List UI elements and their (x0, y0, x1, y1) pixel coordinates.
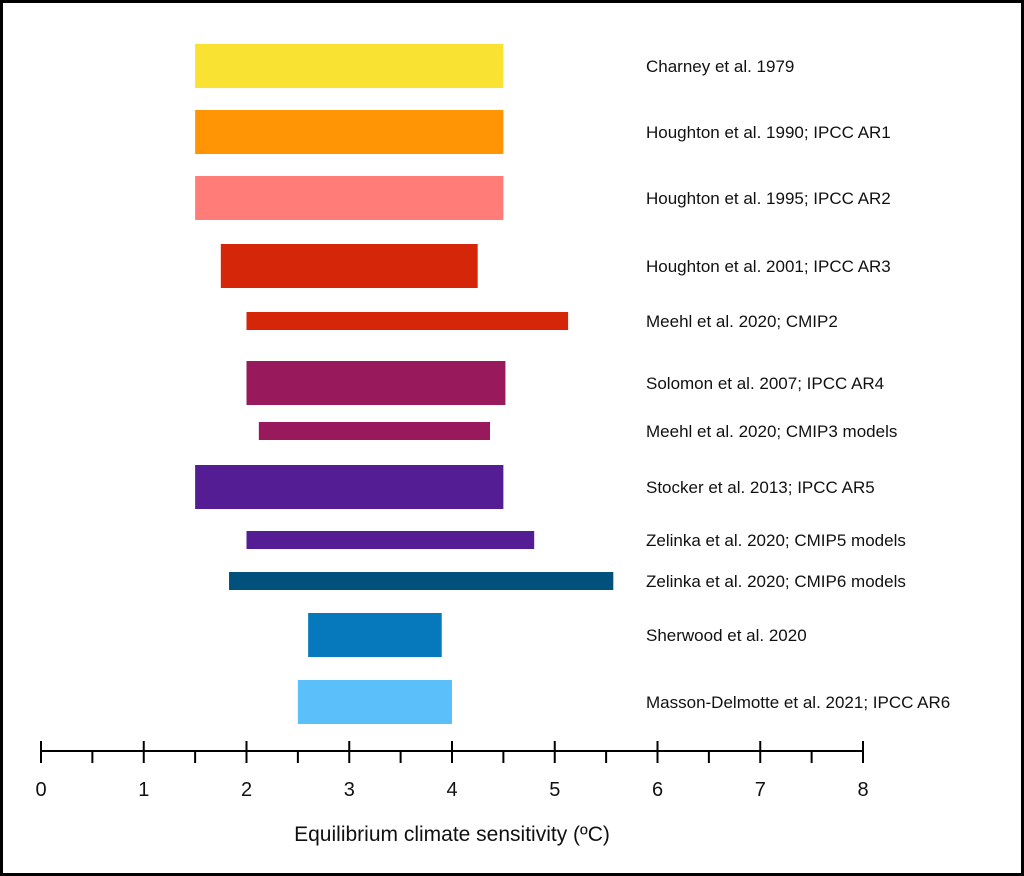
range-bar (195, 176, 504, 220)
study-label: Sherwood et al. 2020 (646, 626, 807, 645)
range-bar (258, 422, 491, 440)
range-bar (246, 361, 506, 405)
study-label: Stocker et al. 2013; IPCC AR5 (646, 478, 875, 497)
study-label: Meehl et al. 2020; CMIP3 models (646, 422, 897, 441)
study-label: Meehl et al. 2020; CMIP2 (646, 312, 838, 331)
x-tick-label: 2 (241, 779, 252, 801)
x-tick-label: 7 (755, 779, 766, 801)
study-label: Masson-Delmotte et al. 2021; IPCC AR6 (646, 693, 950, 712)
ecs-range-chart: Charney et al. 1979 Houghton et al. 1990;… (35, 44, 950, 846)
range-bar (195, 465, 504, 509)
x-axis-title: Equilibrium climate sensitivity (ºC) (294, 823, 610, 846)
x-tick-label: 3 (344, 779, 355, 801)
x-tick-label: 5 (549, 779, 560, 801)
study-label: Zelinka et al. 2020; CMIP5 models (646, 531, 906, 550)
x-tick-label: 0 (35, 779, 46, 801)
range-bar (297, 680, 452, 724)
study-label: Houghton et al. 1990; IPCC AR1 (646, 123, 891, 142)
range-bar (246, 312, 569, 330)
x-tick-label: 4 (446, 779, 457, 801)
range-bar (229, 572, 614, 590)
study-label: Houghton et al. 1995; IPCC AR2 (646, 189, 891, 208)
range-bar (195, 44, 504, 88)
x-tick-label: 6 (652, 779, 663, 801)
range-bar (246, 531, 535, 549)
range-bar (220, 244, 478, 288)
x-tick-label: 1 (138, 779, 149, 801)
x-tick-label: 8 (857, 779, 868, 801)
study-label: Houghton et al. 2001; IPCC AR3 (646, 257, 891, 276)
range-bars (195, 44, 614, 724)
range-bar (308, 613, 442, 657)
x-axis: 0 1 2 3 4 5 6 7 8 (35, 741, 869, 801)
study-labels: Charney et al. 1979 Houghton et al. 1990;… (646, 57, 950, 712)
range-bar (195, 110, 504, 154)
study-label: Zelinka et al. 2020; CMIP6 models (646, 572, 906, 591)
study-label: Charney et al. 1979 (646, 57, 794, 76)
study-label: Solomon et al. 2007; IPCC AR4 (646, 374, 884, 393)
